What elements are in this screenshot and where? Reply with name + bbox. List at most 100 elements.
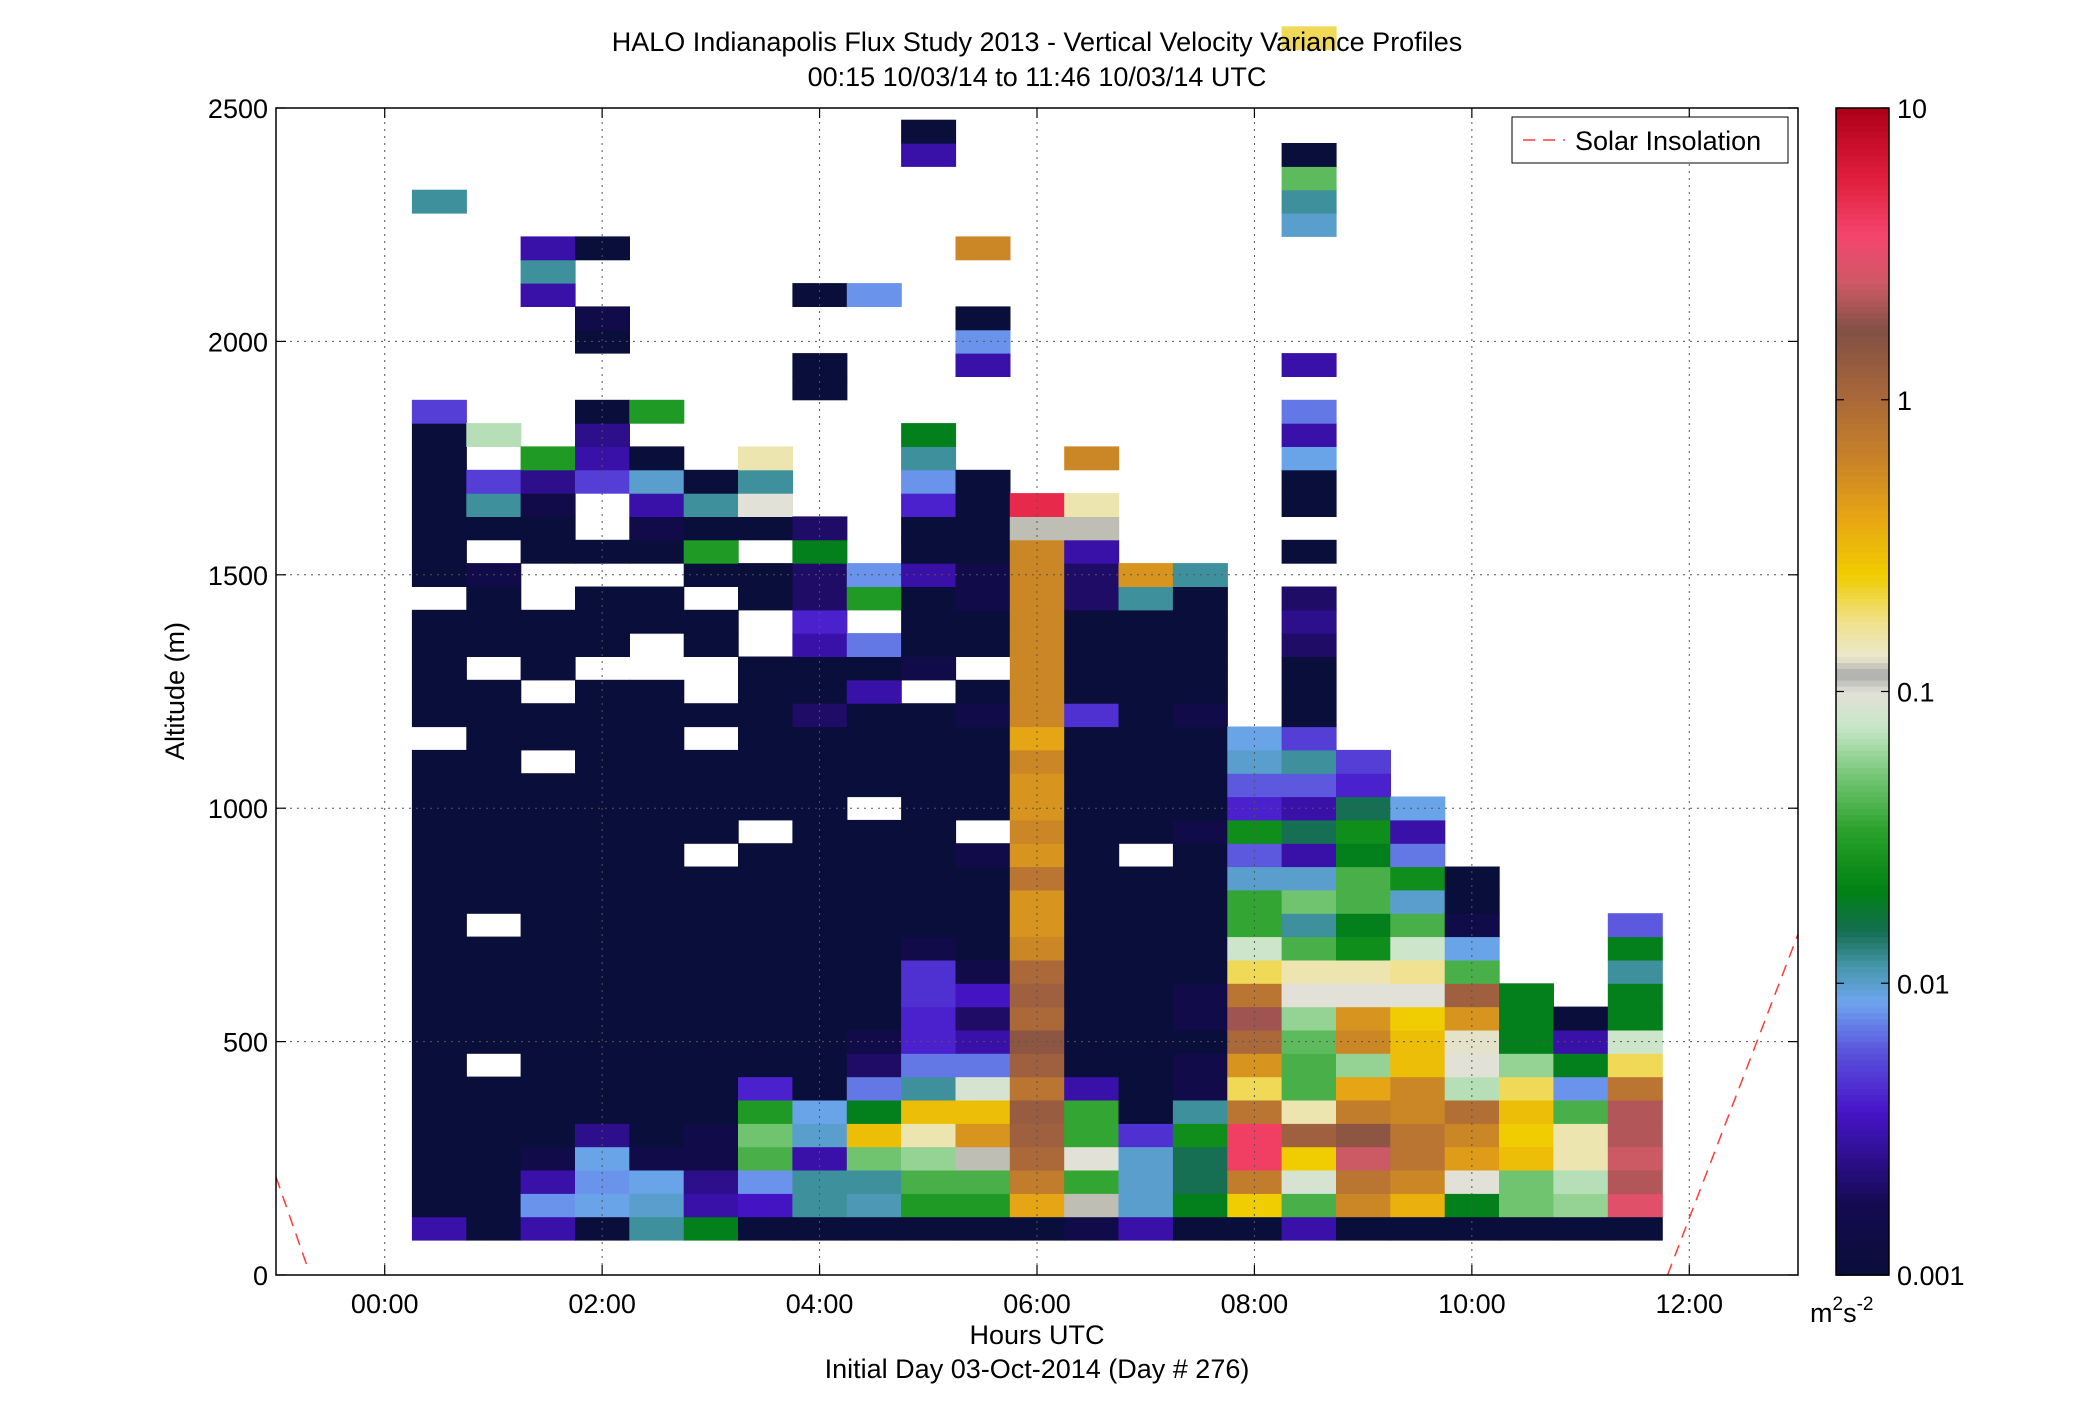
- colorbar-segment: [1836, 843, 1889, 850]
- heatmap-cell: [1281, 493, 1337, 517]
- colorbar-segment: [1836, 487, 1889, 494]
- heatmap-cell: [1553, 1053, 1609, 1078]
- heatmap-cell: [520, 726, 576, 751]
- colorbar-segment: [1836, 137, 1889, 144]
- colorbar-segment: [1836, 195, 1889, 203]
- heatmap-cell: [1336, 796, 1391, 821]
- heatmap-cell: [520, 236, 576, 261]
- heatmap-cell: [846, 1006, 902, 1031]
- colorbar-segment: [1836, 131, 1889, 138]
- heatmap-cell: [1064, 726, 1120, 751]
- heatmap-cell: [1281, 446, 1337, 471]
- colorbar-segment: [1836, 1111, 1889, 1119]
- heatmap-cell: [520, 866, 576, 891]
- heatmap-cell: [520, 913, 576, 938]
- colorbar-segment: [1836, 376, 1889, 384]
- colorbar-segment: [1836, 574, 1889, 582]
- colorbar-segment: [1836, 796, 1889, 804]
- heatmap-cell: [1009, 819, 1065, 844]
- heatmap-cell: [683, 1100, 739, 1124]
- colorbar-segment: [1836, 428, 1889, 436]
- heatmap-cell: [1281, 1170, 1337, 1194]
- heatmap-cell: [411, 516, 467, 541]
- heatmap-cell: [466, 819, 522, 844]
- heatmap-cell: [738, 446, 793, 471]
- heatmap-cell: [1118, 633, 1174, 657]
- colorbar-segment: [1836, 1076, 1889, 1084]
- heatmap-cell: [901, 423, 957, 447]
- colorbar-tick-label: 10: [1897, 94, 1927, 124]
- colorbar-segment: [1836, 913, 1889, 920]
- heatmap-cell: [683, 1123, 739, 1148]
- colorbar-segment: [1836, 994, 1889, 1002]
- colorbar-segment: [1836, 370, 1889, 378]
- heatmap-cell: [1227, 1193, 1283, 1218]
- colorbar-segment: [1836, 901, 1889, 909]
- heatmap-cell: [466, 1170, 522, 1194]
- heatmap-cell: [1607, 1146, 1663, 1171]
- heatmap-cell: [1118, 1146, 1174, 1171]
- colorbar-segment: [1836, 498, 1889, 506]
- heatmap-cell: [1607, 936, 1663, 961]
- heatmap-cell: [629, 959, 685, 984]
- heatmap-cell: [575, 1123, 630, 1148]
- colorbar-segment: [1836, 242, 1889, 249]
- colorbar-segment: [1836, 656, 1889, 664]
- heatmap-cell: [1336, 1146, 1391, 1171]
- heatmap-cell: [1553, 1170, 1609, 1194]
- heatmap-cell: [792, 353, 848, 377]
- heatmap-cell: [411, 1193, 467, 1218]
- colorbar-segment: [1836, 697, 1889, 704]
- heatmap-cell: [1172, 726, 1228, 751]
- heatmap-cell: [846, 1100, 902, 1124]
- heatmap-cell: [901, 119, 957, 144]
- heatmap-cell: [792, 1170, 848, 1194]
- heatmap-cell: [1172, 889, 1228, 914]
- heatmap-cell: [792, 633, 848, 657]
- colorbar-segment: [1836, 335, 1889, 343]
- heatmap-cell: [466, 773, 522, 798]
- heatmap-cell: [846, 1123, 902, 1148]
- heatmap-cell: [738, 983, 793, 1008]
- colorbar-segment: [1836, 837, 1889, 845]
- heatmap-cell: [575, 913, 630, 938]
- heatmap-cell: [1009, 493, 1065, 517]
- heatmap-cell: [1444, 1123, 1500, 1148]
- x-tick-label: 04:00: [786, 1289, 854, 1319]
- heatmap-cell: [466, 936, 522, 961]
- heatmap-cell: [1281, 423, 1337, 447]
- heatmap-cell: [683, 1076, 739, 1101]
- heatmap-cell: [1009, 609, 1065, 634]
- colorbar-segment: [1836, 312, 1889, 319]
- heatmap-cell: [520, 633, 576, 657]
- heatmap-cell: [575, 1053, 630, 1078]
- heatmap-cell: [1064, 959, 1120, 984]
- colorbar-segment: [1836, 627, 1889, 634]
- heatmap-cell: [901, 726, 957, 751]
- heatmap-cell: [411, 493, 467, 517]
- colorbar-segment: [1836, 458, 1889, 465]
- colorbar-segment: [1836, 592, 1889, 599]
- colorbar-segment: [1836, 405, 1889, 413]
- legend-label-solar-insolation: Solar Insolation: [1575, 126, 1761, 156]
- heatmap-cell: [738, 726, 793, 751]
- heatmap-cell: [1444, 1193, 1500, 1218]
- heatmap-cell: [846, 1053, 902, 1078]
- heatmap-cell: [1064, 703, 1120, 728]
- heatmap-cell: [575, 773, 630, 798]
- heatmap-cell: [738, 563, 793, 587]
- heatmap-cell: [411, 749, 467, 774]
- heatmap-cell: [846, 1193, 902, 1218]
- colorbar-segment: [1836, 533, 1889, 541]
- colorbar-segment: [1836, 516, 1889, 524]
- heatmap-cell: [955, 1193, 1011, 1218]
- heatmap-cell: [792, 843, 848, 868]
- colorbar-segment: [1836, 113, 1889, 121]
- heatmap-cell: [1336, 843, 1391, 868]
- heatmap-cell: [738, 936, 793, 961]
- heatmap-cell: [901, 983, 957, 1008]
- heatmap-cell: [1009, 633, 1065, 657]
- heatmap-cell: [1281, 773, 1337, 798]
- heatmap-cell: [411, 656, 467, 681]
- heatmap-cell: [901, 656, 957, 681]
